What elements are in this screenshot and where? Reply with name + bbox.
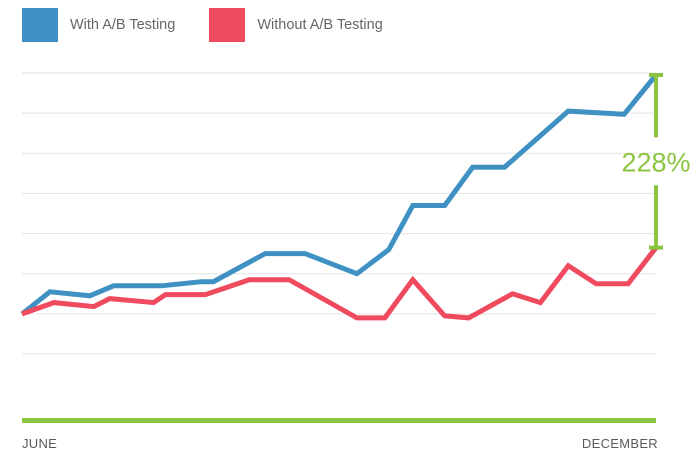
annotation-label: 228%	[621, 147, 690, 177]
difference-annotation: 228%	[621, 73, 691, 250]
legend-label-without-ab: Without A/B Testing	[257, 17, 383, 33]
series-lines	[20, 73, 658, 321]
legend-item-with-ab: With A/B Testing	[22, 8, 175, 42]
legend-label-with-ab: With A/B Testing	[70, 17, 176, 33]
x-tick-label-end: DECEMBER	[582, 436, 658, 451]
legend: With A/B Testing Without A/B Testing	[22, 8, 417, 42]
x-axis-baseline	[22, 418, 656, 423]
series-line-with-ab	[20, 73, 658, 316]
legend-item-without-ab: Without A/B Testing	[209, 8, 383, 42]
legend-swatch-without-ab	[209, 8, 246, 42]
gridlines	[22, 72, 656, 355]
series-line-without-ab	[21, 246, 658, 321]
legend-swatch-with-ab	[22, 8, 58, 42]
x-tick-label-start: JUNE	[22, 436, 57, 451]
